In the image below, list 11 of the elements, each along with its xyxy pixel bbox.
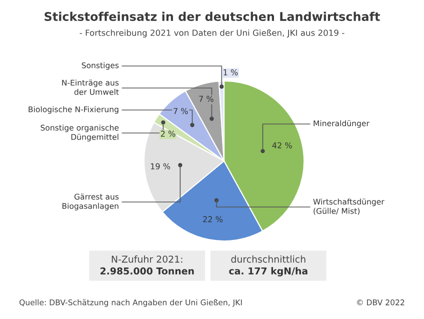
- data-label: 2 %: [160, 130, 176, 137]
- text: durchschnittlich ca. 177 kgN/ha: [229, 255, 308, 276]
- data-label: 7 %: [174, 108, 188, 114]
- data-label: 7 %: [199, 96, 214, 102]
- data-label: 1 %: [224, 69, 238, 76]
- data-label: 19 %: [150, 163, 170, 170]
- chart-title: Stickstoffeinsatz in der deutschen Landwirtschaft: [44, 12, 380, 22]
- data-label: 42 %: [272, 142, 292, 148]
- chart-subtitle: - Fortschreibung 2021 von Daten der Uni Gießen, JKI aus 2019 -: [80, 29, 344, 38]
- text: N-Zufuhr 2021: 2.985.000 Tonnen: [100, 255, 194, 275]
- data-label: 22 %: [203, 216, 223, 222]
